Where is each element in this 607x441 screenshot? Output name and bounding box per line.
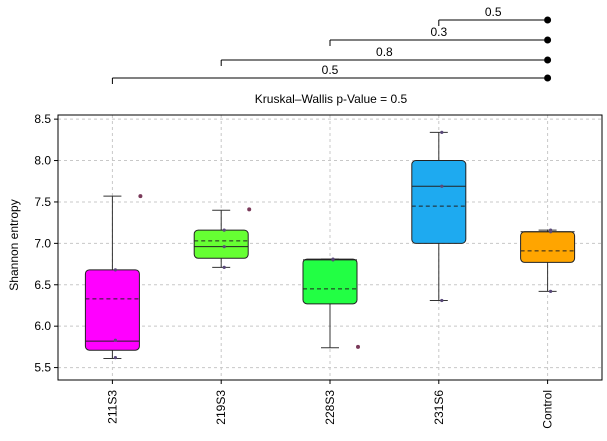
data-point — [549, 289, 553, 293]
y-tick-label: 5.5 — [34, 361, 51, 375]
data-point — [113, 356, 117, 360]
comparison-231S6-Control: 0.5 — [438, 5, 552, 26]
box-Control — [520, 228, 576, 293]
box-body — [411, 160, 467, 244]
y-tick-label: 7.0 — [34, 236, 51, 250]
comparison-p-label: 0.5 — [485, 5, 502, 19]
bracket-endpoint — [544, 36, 552, 44]
data-point — [222, 245, 226, 249]
box-228S3 — [302, 257, 360, 349]
box-219S3 — [193, 207, 252, 269]
boxes-layer — [84, 130, 576, 360]
box-body — [520, 231, 576, 263]
x-tick-label: Control — [541, 390, 555, 429]
y-tick-label: 8.5 — [34, 112, 51, 126]
data-point — [113, 338, 117, 342]
tick-labels-layer: 5.5 6.0 6.5 7.0 7.5 8.0 8.5 211S3 219S3 228S3 231S… — [34, 112, 554, 429]
data-point — [222, 228, 226, 232]
data-point — [440, 298, 444, 303]
comparison-p-label: 0.3 — [430, 25, 447, 39]
x-tick-label: 231S6 — [432, 390, 446, 425]
data-point — [440, 184, 444, 188]
bracket-endpoint — [544, 74, 552, 82]
x-tick-label: 219S3 — [214, 390, 228, 425]
data-point — [113, 268, 117, 272]
comparison-228S3-Control: 0.3 — [329, 25, 552, 46]
chart-title: Kruskal–Wallis p-Value = 0.5 — [255, 92, 408, 106]
y-tick-label: 7.5 — [34, 195, 51, 209]
bracket-endpoint — [544, 16, 552, 24]
y-tick-label: 8.0 — [34, 154, 51, 168]
comparison-p-label: 0.8 — [376, 45, 393, 59]
comparison-211S3-Control: 0.5 — [111, 63, 552, 84]
x-tick-label: 211S3 — [105, 390, 119, 424]
box-body — [193, 229, 249, 259]
box-body — [302, 258, 358, 305]
outlier-point — [247, 207, 252, 212]
comparison-p-label: 0.5 — [322, 63, 339, 77]
data-point — [331, 258, 335, 262]
plot-frame — [57, 114, 603, 381]
data-point — [440, 130, 444, 134]
box-body — [84, 269, 140, 351]
y-axis-label: Shannon entropy — [7, 199, 21, 290]
axes-layer — [54, 114, 603, 384]
data-point — [549, 228, 553, 232]
box-231S6 — [411, 130, 467, 303]
y-tick-label: 6.5 — [34, 278, 51, 292]
x-tick-label: 228S3 — [323, 390, 337, 425]
bracket-endpoint — [544, 56, 552, 64]
comparisons-layer: 0.5 0.3 0.8 0.5 — [111, 5, 552, 84]
outlier-point — [356, 344, 360, 349]
box-211S3 — [84, 194, 143, 360]
y-tick-label: 6.0 — [34, 319, 51, 333]
outlier-point — [138, 194, 143, 199]
comparison-219S3-Control: 0.8 — [220, 45, 552, 66]
data-point — [222, 265, 226, 269]
